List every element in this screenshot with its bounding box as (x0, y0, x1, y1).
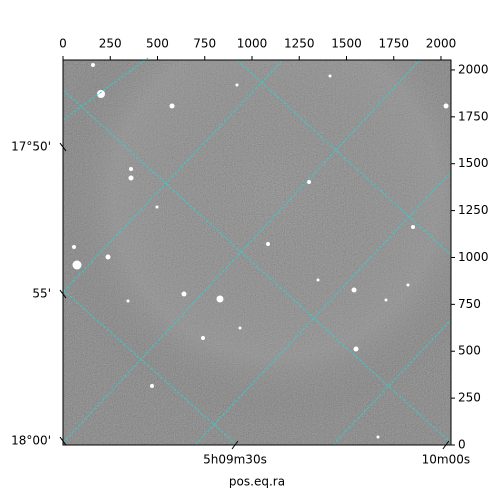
axes-frame (62, 59, 452, 446)
dec-tick (59, 142, 67, 152)
y-tick-label: 1000 (458, 250, 489, 264)
dec-tick-label: 17°50' (11, 140, 51, 154)
grid-line (332, 319, 452, 446)
dec-tick-label: 18°00' (11, 434, 51, 448)
x-tick-label: 750 (193, 37, 216, 51)
x-tick-label: 1250 (284, 37, 315, 51)
ra-tick-label: 10m00s (422, 453, 470, 467)
y-tick-label: 2000 (458, 62, 489, 76)
x-tick-label: 500 (146, 37, 169, 51)
y-tick-label: 0 (458, 438, 466, 452)
x-tick-label: 1000 (237, 37, 268, 51)
ra-tick (231, 440, 239, 450)
grid-line (62, 289, 238, 446)
x-axis-label: pos.eq.ra (229, 475, 285, 489)
grid-line (236, 59, 452, 256)
y-tick-label: 250 (458, 391, 481, 405)
grid-line (62, 89, 452, 444)
y-tick-label: 1500 (458, 156, 489, 170)
x-tick-label: 250 (99, 37, 122, 51)
dec-tick (59, 436, 67, 446)
sky-image (63, 60, 451, 445)
grid-line (62, 59, 284, 293)
x-tick-label: 2000 (426, 37, 457, 51)
dec-tick-label: 55' (32, 287, 51, 301)
x-tick-label: 1750 (378, 37, 409, 51)
grid-line (62, 57, 149, 121)
y-tick-label: 500 (458, 344, 481, 358)
grid-line (62, 59, 421, 444)
grid-line (194, 171, 452, 446)
y-tick-label: 1250 (458, 203, 489, 217)
x-tick-label: 1500 (331, 37, 362, 51)
ra-tick-label: 5h09m30s (203, 453, 267, 467)
x-tick-label: 0 (59, 37, 67, 51)
dec-tick (59, 289, 67, 299)
y-tick-label: 1750 (458, 109, 489, 123)
ra-tick (442, 440, 450, 450)
y-tick-label: 750 (458, 297, 481, 311)
coordinate-grid (62, 57, 452, 446)
